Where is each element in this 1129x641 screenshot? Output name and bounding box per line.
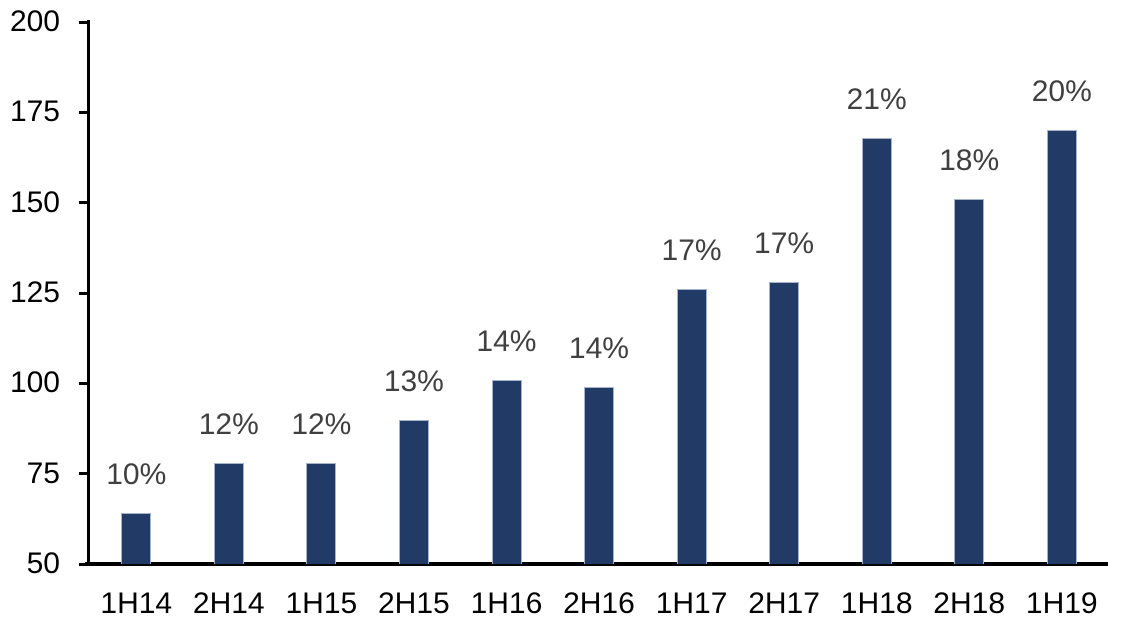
y-tick: [79, 562, 88, 566]
bar: [861, 137, 892, 564]
bar: [1046, 130, 1077, 564]
x-category-label: 1H14: [100, 587, 173, 620]
y-tick: [79, 472, 88, 476]
y-tick-label: 50: [26, 547, 60, 580]
bar-value-label: 21%: [846, 82, 907, 116]
y-tick-label: 100: [9, 366, 60, 400]
y-axis-line: [87, 20, 90, 566]
bar-value-label: 14%: [476, 324, 537, 358]
bar: [676, 289, 707, 564]
bar: [769, 282, 800, 564]
bar: [491, 379, 522, 564]
y-tick: [79, 20, 88, 24]
x-axis-line: [85, 562, 1108, 566]
x-category-label: 1H18: [840, 587, 913, 620]
y-tick-label: 75: [26, 456, 60, 490]
bar: [121, 513, 152, 564]
y-tick-label: 175: [9, 95, 60, 129]
bar-value-label: 18%: [939, 144, 1000, 178]
x-category-label: 1H16: [470, 587, 543, 620]
x-category-label: 2H18: [933, 587, 1005, 620]
x-category-label: 2H16: [563, 587, 635, 620]
bar-value-label: 14%: [568, 331, 629, 365]
bar-value-label: 13%: [383, 364, 444, 398]
bar-value-label: 17%: [661, 234, 722, 268]
y-tick: [79, 381, 88, 385]
bar-value-label: 12%: [291, 407, 352, 441]
x-category-label: 2H17: [748, 587, 820, 620]
x-category-label: 2H14: [192, 587, 265, 620]
y-tick: [79, 110, 88, 114]
x-category-label: 1H19: [1025, 587, 1098, 620]
bar-value-label: 17%: [754, 227, 815, 261]
bar-value-label: 10%: [106, 458, 167, 492]
bar: [213, 462, 244, 564]
y-tick: [79, 291, 88, 295]
x-category-label: 2H15: [377, 587, 450, 620]
bar-value-label: 20%: [1031, 75, 1092, 109]
x-category-label: 1H15: [285, 587, 358, 620]
bar-value-label: 12%: [198, 407, 259, 441]
x-category-label: 1H17: [655, 587, 728, 620]
bar: [398, 419, 429, 564]
y-tick-label: 125: [9, 276, 60, 309]
y-tick-label: 150: [9, 185, 60, 219]
bar: [954, 199, 985, 564]
bar: [584, 386, 614, 564]
y-tick: [79, 201, 88, 205]
bar: [306, 462, 337, 564]
y-tick-label: 200: [9, 5, 60, 38]
